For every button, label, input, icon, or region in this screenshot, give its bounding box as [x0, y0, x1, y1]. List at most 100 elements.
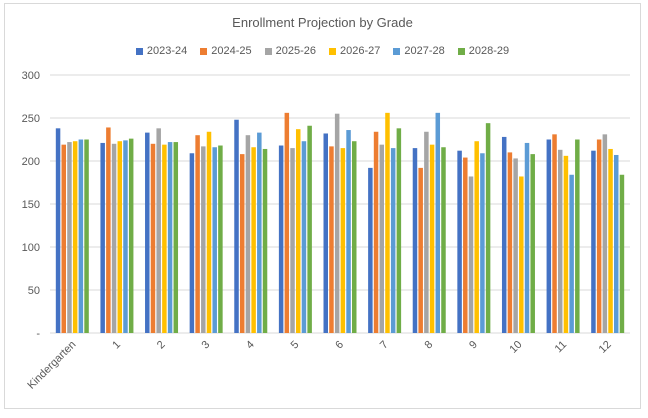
legend-label: 2027-28 [404, 45, 445, 57]
x-tick-label: 6 [333, 339, 346, 352]
bar-2025-26-5 [290, 148, 295, 333]
legend-label: 2025-26 [275, 45, 316, 57]
bar-2024-25-Kindergarten [61, 144, 67, 333]
x-tick-label: 11 [553, 339, 570, 356]
y-tick-label: 200 [22, 156, 40, 168]
y-tick-label: 300 [22, 70, 40, 82]
bar-2023-24-3 [189, 153, 195, 333]
bar-2026-27-2 [162, 144, 167, 333]
bar-2026-27-3 [206, 131, 212, 333]
legend-item-2024-25: 2024-25 [200, 45, 252, 57]
bar-2028-29-2 [173, 142, 179, 333]
bar-2026-27-9 [474, 141, 479, 333]
legend-swatch [135, 47, 143, 55]
x-tick-label: 5 [289, 339, 302, 352]
bar-2025-26-11 [557, 149, 563, 333]
bar-2025-26-4 [245, 135, 251, 333]
bar-2028-29-6 [352, 141, 357, 333]
x-tick-label: 3 [199, 339, 212, 352]
bar-2028-29-7 [396, 128, 402, 333]
legend-item-2028-29: 2028-29 [457, 45, 510, 57]
bar-2027-28-11 [569, 174, 574, 333]
x-tick-label: 4 [244, 339, 257, 352]
legend-item-2025-26: 2025-26 [264, 45, 316, 57]
x-tick-label: Kindergarten [25, 339, 78, 392]
bar-2023-24-12 [591, 150, 596, 333]
bar-2024-25-9 [463, 157, 468, 333]
bar-2024-25-10 [507, 152, 513, 333]
bar-2028-29-12 [619, 174, 625, 333]
legend-swatch [393, 47, 401, 55]
x-tick-label: 1 [110, 339, 123, 352]
bar-2027-28-1 [123, 140, 128, 333]
legend-swatch [329, 47, 336, 55]
bar-2026-27-6 [340, 148, 346, 333]
bar-2023-24-9 [457, 150, 462, 333]
bar-2023-24-2 [145, 132, 150, 333]
y-tick-label: 150 [22, 199, 40, 211]
bar-2023-24-11 [546, 139, 552, 333]
bar-2023-24-10 [501, 136, 507, 333]
bar-2024-25-5 [284, 112, 290, 333]
legend-swatch [200, 47, 208, 55]
x-tick-label: 8 [423, 339, 436, 352]
bar-2025-26-12 [602, 134, 608, 333]
bar-2027-28-10 [524, 142, 530, 333]
bar-2024-25-12 [596, 139, 602, 333]
bar-2026-27-11 [563, 155, 569, 333]
bar-2028-29-9 [485, 123, 491, 333]
legend-label: 2024-25 [211, 45, 252, 57]
bar-2024-25-7 [373, 131, 379, 333]
bar-2024-25-2 [150, 143, 156, 333]
legend-item-2023-24: 2023-24 [135, 45, 188, 57]
x-tick-label: 2 [155, 339, 168, 352]
bar-2025-26-3 [201, 146, 206, 333]
bar-2025-26-1 [111, 143, 117, 333]
y-tick-label: 50 [28, 285, 40, 297]
bar-2023-24-Kindergarten [55, 128, 61, 333]
chart-title: Enrollment Projection by Grade [232, 15, 413, 30]
bar-2027-28-2 [167, 142, 173, 333]
bar-2028-29-1 [128, 138, 134, 333]
bar-2023-24-6 [323, 133, 328, 333]
x-tick-label: 12 [597, 339, 614, 356]
bar-2028-29-3 [218, 145, 223, 333]
legend-item-2027-28: 2027-28 [393, 45, 445, 57]
bar-2024-25-6 [329, 146, 334, 333]
legend: 2023-24 2024-25 2025-26 2026-27 2027-28 2028-… [5, 45, 640, 57]
bar-2025-26-9 [468, 176, 474, 333]
bar-2027-28-6 [346, 130, 351, 333]
bar-2027-28-9 [480, 153, 485, 333]
bar-2026-27-10 [519, 176, 524, 333]
bar-2026-27-8 [429, 144, 435, 333]
bar-2028-29-10 [530, 154, 535, 333]
bar-2027-28-12 [613, 154, 619, 333]
legend-swatch [264, 47, 272, 55]
x-tick-label: 7 [378, 339, 391, 352]
bar-2028-29-4 [262, 148, 268, 333]
bar-2023-24-4 [234, 119, 239, 333]
bar-2024-25-4 [239, 154, 245, 333]
bar-2023-24-1 [100, 142, 105, 333]
bar-2023-24-8 [412, 148, 418, 333]
bar-2028-29-11 [575, 139, 580, 333]
bar-2025-26-2 [156, 128, 161, 333]
legend-label: 2026-27 [340, 45, 381, 57]
bar-2025-26-10 [513, 158, 518, 333]
legend-swatch [457, 47, 465, 55]
y-tick-label: 100 [22, 242, 40, 254]
bar-2024-25-1 [106, 127, 111, 334]
bar-2024-25-3 [195, 135, 200, 333]
bar-2028-29-5 [307, 125, 312, 334]
legend-label: 2023-24 [146, 45, 188, 57]
legend-label: 2028-29 [468, 45, 510, 57]
x-tick-label: 10 [507, 339, 524, 356]
bar-2024-25-11 [552, 134, 557, 333]
legend-item-2026-27: 2026-27 [329, 45, 380, 57]
bar-2028-29-8 [441, 147, 446, 333]
bar-2023-24-7 [368, 167, 373, 333]
bar-2027-28-7 [390, 148, 396, 333]
bar-2027-28-Kindergarten [78, 139, 84, 333]
bar-2023-24-5 [278, 145, 284, 333]
